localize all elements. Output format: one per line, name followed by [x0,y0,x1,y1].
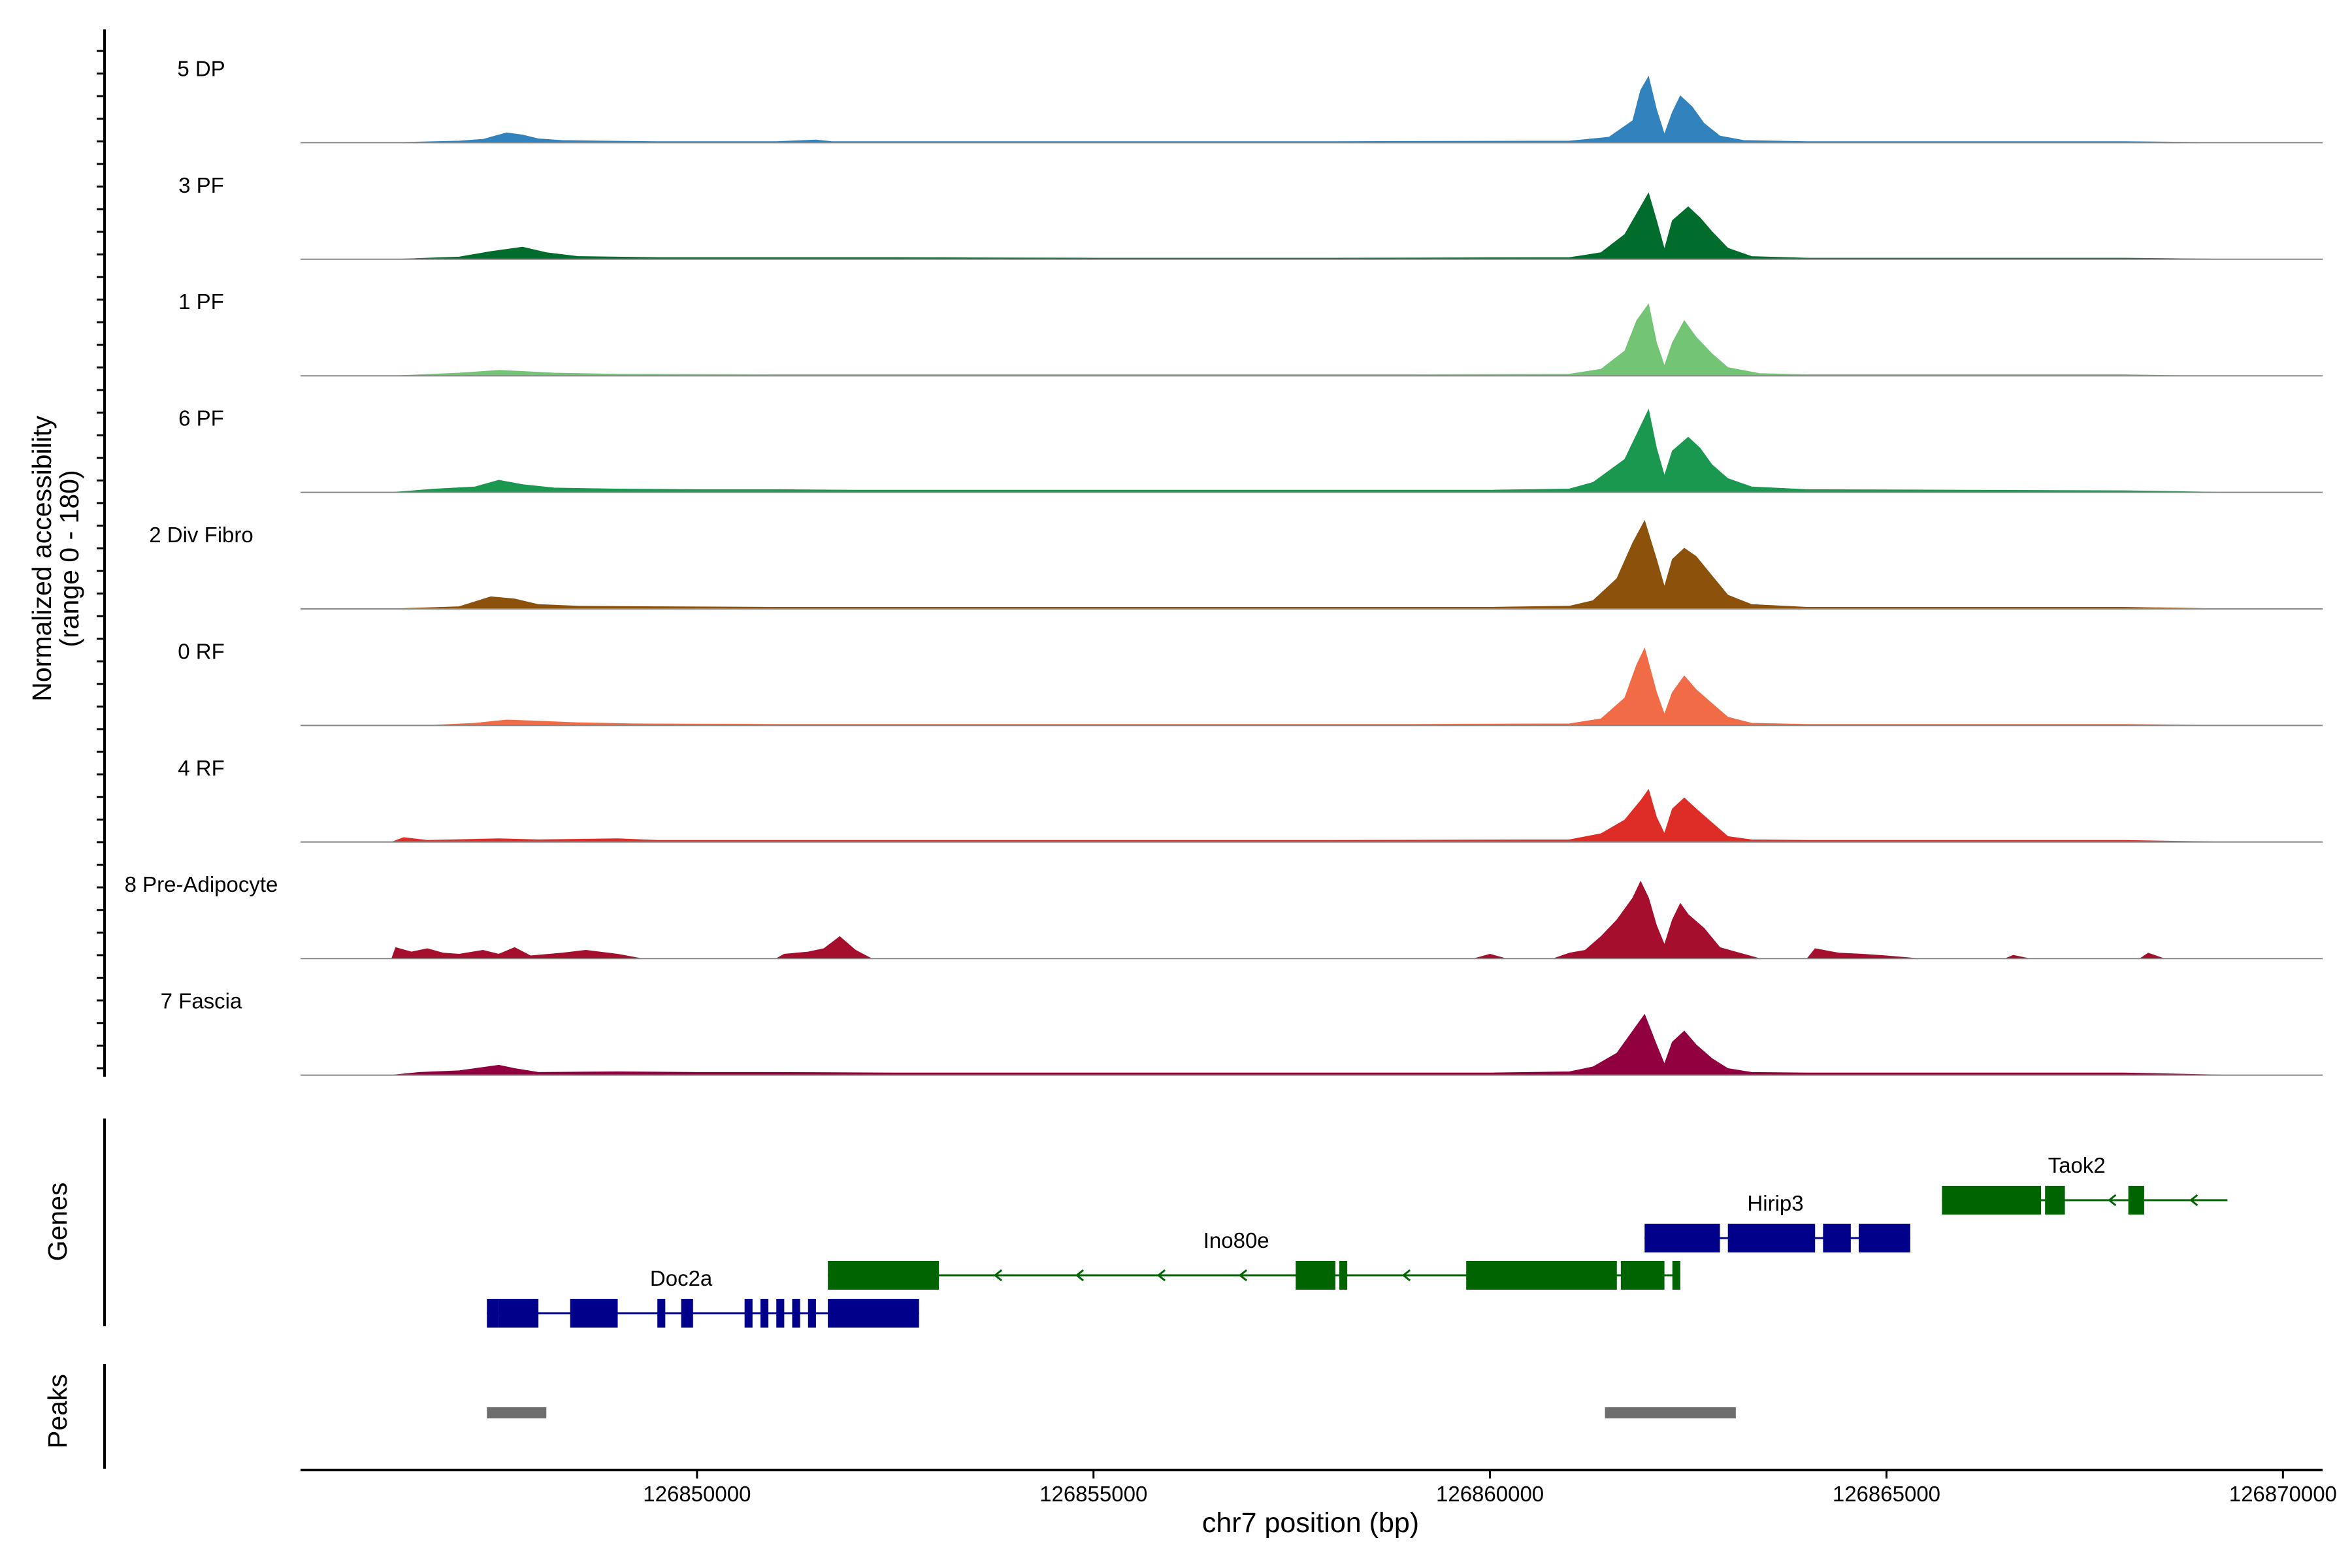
strand-arrow [2189,1194,2198,1207]
coverage-area [391,75,2228,143]
exon [2128,1186,2144,1215]
track-label: 0 RF [178,639,225,663]
exon [1672,1261,1680,1290]
track-label: 8 Pre-Adipocyte [125,872,278,896]
track-8-pre-adipocyte: 8 Pre-Adipocyte [125,872,2323,960]
track-label: 6 PF [178,406,224,431]
coverage-area [391,519,2228,610]
gene-taok2: Taok2 [1942,1153,2228,1215]
peak-bar [1605,1407,1736,1418]
x-tick-label: 126870000 [2229,1482,2337,1506]
exon [1296,1261,1335,1290]
strand-arrow [993,1269,1003,1282]
y-axis-title-line2: (range 0 - 180) [54,470,84,647]
peak-track [487,1407,1736,1418]
exon [1858,1224,1910,1252]
track-label: 4 RF [178,756,225,780]
coverage-area [391,789,2228,843]
exon [828,1299,919,1328]
track-6-pf: 6 PF [178,406,2323,493]
strand-arrow [2108,1194,2117,1207]
track-label: 3 PF [178,173,224,197]
exon [792,1299,800,1328]
gene-doc2a: Doc2a [487,1266,919,1328]
exon [1942,1186,2042,1215]
exon [744,1299,753,1328]
x-axis-title: chr7 position (bp) [1202,1507,1419,1539]
coverage-area [395,303,2188,376]
gene-hirip3: Hirip3 [1644,1191,1910,1252]
coverage-tracks: 5 DP 3 PF 1 PF 6 PF 2 Div Fibro 0 RF 4 RF 8 Pre… [125,56,2323,1076]
exon [1620,1261,1665,1290]
gene-track: Doc2a Ino80e Hirip3 Taok2 [487,1153,2228,1328]
exon [760,1299,769,1328]
exon [828,1261,939,1290]
x-tick-label: 126850000 [643,1482,751,1506]
exon [498,1299,539,1328]
strand-arrow [1401,1269,1411,1282]
track-label: 2 Div Fibro [149,523,253,547]
genes-track-label: Genes [42,1183,73,1262]
exon [1823,1224,1851,1252]
track-3-pf: 3 PF [178,173,2323,260]
coverage-area [391,1013,2228,1076]
coverage-area [391,880,2164,959]
track-0-rf: 0 RF [178,639,2323,727]
track-1-pf: 1 PF [178,289,2323,377]
strand-arrow [1238,1269,1248,1282]
exon [1644,1224,1720,1252]
exon [657,1299,666,1328]
strand-arrow [1075,1269,1085,1282]
gene-label: Hirip3 [1747,1191,1803,1215]
gene-ino80e: Ino80e [828,1228,1680,1290]
exon [1466,1261,1617,1290]
gene-label: Doc2a [650,1266,713,1290]
track-5-dp: 5 DP [177,56,2323,144]
track-2-div-fibro: 2 Div Fibro [149,519,2323,610]
exon [808,1299,816,1328]
track-label: 5 DP [177,56,225,80]
exon [487,1299,499,1328]
track-4-rf: 4 RF [178,756,2323,843]
coverage-area [395,192,2228,260]
track-label: 7 Fascia [161,989,242,1013]
peaks-track-label: Peaks [42,1374,73,1448]
track-label: 1 PF [178,289,224,314]
x-tick-label: 126860000 [1436,1482,1544,1506]
x-tick-label: 126855000 [1039,1482,1147,1506]
gene-label: Ino80e [1203,1228,1269,1252]
strand-arrow [1156,1269,1166,1282]
gene-label: Taok2 [2048,1153,2106,1177]
exon [2045,1186,2065,1215]
coverage-area [427,647,2228,726]
peak-bar [487,1407,547,1418]
exon [776,1299,785,1328]
exon [1727,1224,1816,1252]
coverage-area [391,408,2228,493]
track-7-fascia: 7 Fascia [161,989,2323,1076]
exon [681,1299,693,1328]
exon [1339,1261,1348,1290]
exon [570,1299,618,1328]
y-axis-title-line1: Normalized accessibility [27,416,57,702]
axes: 126850000 126855000 126860000 126865000 1268… [97,29,2337,1506]
x-tick-label: 126865000 [1833,1482,1940,1506]
